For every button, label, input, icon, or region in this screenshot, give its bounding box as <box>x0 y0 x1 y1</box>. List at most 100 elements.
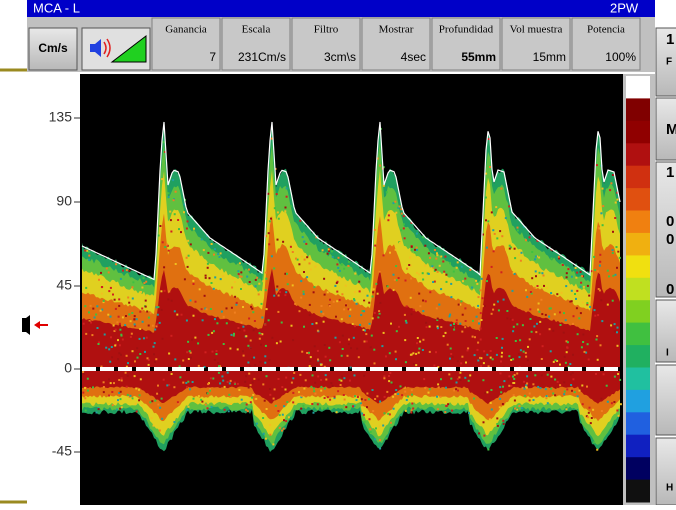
param-value: 231Cm/s <box>238 50 286 64</box>
speckle <box>612 174 614 176</box>
speckle <box>217 362 219 364</box>
speckle <box>122 270 124 272</box>
speckle <box>440 256 442 258</box>
speckle <box>255 285 257 287</box>
speckle <box>237 327 239 329</box>
speckle <box>434 249 436 251</box>
speckle <box>460 300 462 302</box>
speckle <box>281 322 283 324</box>
speckle <box>443 335 445 337</box>
speckle <box>453 271 455 273</box>
speckle <box>559 311 561 313</box>
speckle <box>191 339 193 341</box>
speckle <box>292 251 294 253</box>
speckle <box>125 315 127 317</box>
speckle <box>234 296 236 298</box>
speckle <box>188 406 190 408</box>
speckle <box>594 269 596 271</box>
speckle <box>168 291 170 293</box>
side-button[interactable] <box>656 365 676 435</box>
speckle <box>121 406 123 408</box>
speckle <box>352 323 354 325</box>
speckle <box>452 356 454 358</box>
speckle <box>489 166 491 168</box>
speckle <box>571 276 573 278</box>
speckle <box>375 283 377 285</box>
speckle <box>529 308 531 310</box>
param-value: 4sec <box>401 50 426 64</box>
speckle <box>422 300 424 302</box>
speckle <box>394 201 396 203</box>
speckle <box>108 378 110 380</box>
speckle <box>122 339 124 341</box>
speckle <box>246 404 248 406</box>
speckle <box>171 373 173 375</box>
speckle <box>207 267 209 269</box>
speckle <box>320 386 322 388</box>
speckle <box>496 337 498 339</box>
speckle <box>583 286 585 288</box>
speckle <box>248 269 250 271</box>
speckle <box>374 438 376 440</box>
speckle <box>386 391 388 393</box>
speckle <box>547 374 549 376</box>
speckle <box>592 409 594 411</box>
speckle <box>261 303 263 305</box>
speckle <box>522 324 524 326</box>
speckle <box>309 314 311 316</box>
color-bar-segment <box>626 76 650 99</box>
speckle <box>213 254 215 256</box>
speckle <box>476 316 478 318</box>
speckle <box>163 141 165 143</box>
speckle <box>342 348 344 350</box>
speckle <box>405 320 407 322</box>
color-bar-segment <box>626 390 650 413</box>
speckle <box>335 337 337 339</box>
side-button[interactable] <box>656 438 676 505</box>
speckle <box>283 405 285 407</box>
speckle <box>442 261 444 263</box>
speckle <box>258 379 260 381</box>
speckle <box>106 267 108 269</box>
speckle <box>501 347 503 349</box>
speckle <box>157 306 159 308</box>
speckle <box>291 325 293 327</box>
speckle <box>386 191 388 193</box>
scale-label: 45 <box>56 277 72 293</box>
speckle <box>336 282 338 284</box>
color-bar-segment <box>626 435 650 458</box>
speckle <box>371 335 373 337</box>
speckle <box>116 409 118 411</box>
speckle <box>262 417 264 419</box>
speckle <box>322 249 324 251</box>
speckle <box>205 351 207 353</box>
speckle <box>177 401 179 403</box>
speckle <box>356 399 358 401</box>
speckle <box>494 233 496 235</box>
speckle <box>283 428 285 430</box>
speckle <box>336 291 338 293</box>
speckle <box>502 386 504 388</box>
speckle <box>151 400 153 402</box>
speckle <box>136 318 138 320</box>
speckle <box>341 355 343 357</box>
speckle <box>320 364 322 366</box>
speckle <box>555 359 557 361</box>
speckle <box>404 314 406 316</box>
color-bar-segment <box>626 278 650 301</box>
speckle <box>325 356 327 358</box>
speckle <box>617 249 619 251</box>
speckle <box>145 300 147 302</box>
speckle <box>500 372 502 374</box>
speckle <box>101 286 103 288</box>
speckle <box>256 277 258 279</box>
speckle <box>103 391 105 393</box>
speckle <box>156 325 158 327</box>
speckle <box>540 299 542 301</box>
speckle <box>496 417 498 419</box>
speckle <box>572 372 574 374</box>
speckle <box>477 360 479 362</box>
speckle <box>356 348 358 350</box>
speckle <box>512 330 514 332</box>
speckle <box>248 373 250 375</box>
